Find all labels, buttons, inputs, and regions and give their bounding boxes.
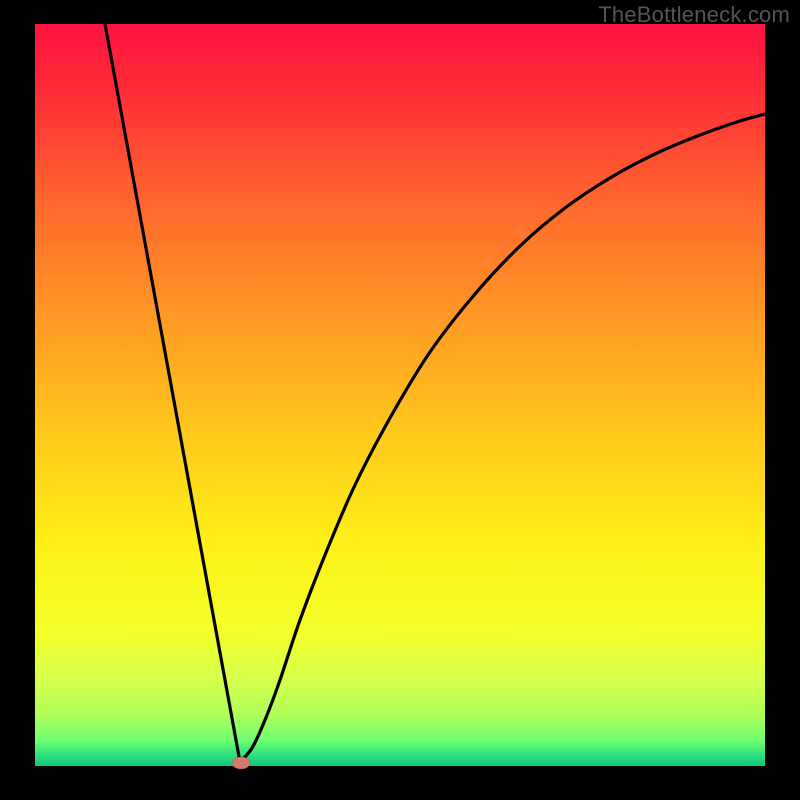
plot-area	[35, 24, 765, 766]
bottleneck-chart	[0, 0, 800, 800]
chart-container: TheBottleneck.com	[0, 0, 800, 800]
watermark-text: TheBottleneck.com	[598, 2, 790, 28]
optimal-point-marker	[232, 757, 250, 769]
